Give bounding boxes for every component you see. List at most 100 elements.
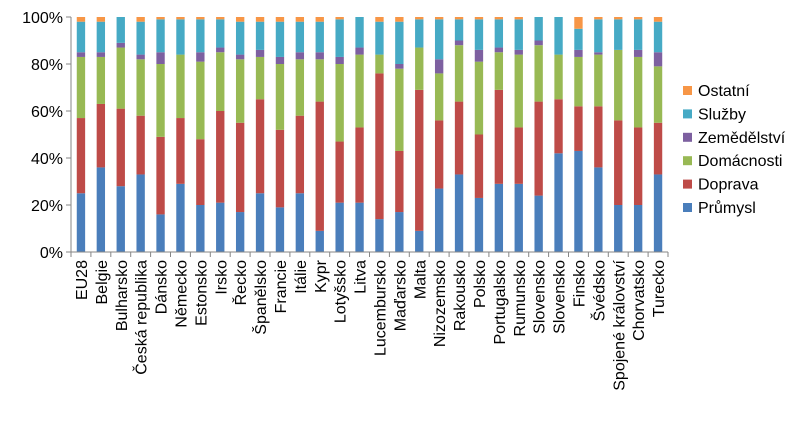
- bar-segment-prumysl: [275, 207, 285, 252]
- bar-segment-prumysl: [454, 174, 464, 252]
- bar-segment-sluzby: [594, 19, 603, 53]
- bar-segment-sluzby: [434, 19, 444, 60]
- bar-segment-prumysl: [255, 193, 265, 252]
- legend-label: Průmysl: [698, 199, 756, 217]
- bar-segment-doprava: [335, 141, 344, 203]
- legend-swatch: [683, 203, 692, 212]
- x-category-label: Itálie: [293, 260, 310, 294]
- legend-swatch: [683, 179, 692, 189]
- x-axis-category-labels: EU28 Belgie Bulharsko Česká republika Dánsko…: [74, 259, 668, 390]
- bar-segment-zemedelstvi: [454, 40, 464, 46]
- bar-segment-domacnosti: [136, 59, 145, 116]
- bar-segment-ostatni: [335, 17, 344, 20]
- x-category-label: Bulharsko: [114, 260, 131, 331]
- bar-segment-prumysl: [474, 197, 484, 252]
- bar-segment-sluzby: [514, 19, 523, 50]
- bar-segment-sluzby: [494, 19, 504, 48]
- bar-segment-prumysl: [176, 183, 185, 252]
- bar-segment-domacnosti: [335, 64, 344, 142]
- bar-segment-sluzby: [76, 21, 86, 53]
- legend: Ostatní Služby Zemědělství Domácnosti Doprav…: [683, 83, 786, 217]
- bar-segment-doprava: [295, 115, 305, 194]
- bar-segment-doprava: [434, 120, 444, 189]
- bar-segment-zemedelstvi: [633, 49, 643, 57]
- bar-segment-sluzby: [156, 19, 165, 53]
- legend-label: Služby: [698, 106, 746, 123]
- bar-segment-sluzby: [574, 28, 583, 50]
- bar-segment-ostatni: [514, 17, 523, 20]
- bar-segment-prumysl: [295, 193, 305, 252]
- bar-segment-doprava: [116, 108, 125, 187]
- bar-segment-domacnosti: [534, 45, 543, 102]
- bar-segment-zemedelstvi: [653, 52, 663, 67]
- legend-label: Doprava: [698, 177, 759, 194]
- bar-segment-zemedelstvi: [295, 52, 305, 60]
- bar-segment-sluzby: [255, 21, 265, 50]
- bar-segment-domacnosti: [514, 54, 523, 128]
- bar-segment-domacnosti: [76, 56, 86, 119]
- bar-segment-ostatni: [275, 17, 285, 22]
- bar-segment-prumysl: [434, 188, 444, 252]
- bar-segment-prumysl: [614, 205, 623, 252]
- bar-segment-prumysl: [554, 153, 563, 252]
- x-category-label: Kypr: [313, 259, 330, 293]
- bar-segment-ostatni: [633, 17, 643, 20]
- legend-swatch: [683, 109, 692, 119]
- bar-segment-prumysl: [514, 183, 523, 252]
- bar-segment-sluzby: [355, 17, 364, 48]
- bar-segment-sluzby: [116, 17, 125, 43]
- bar-segment-sluzby: [614, 19, 623, 50]
- bar-segment-doprava: [494, 89, 504, 184]
- bar-segment-doprava: [614, 120, 623, 205]
- x-category-label: Francie: [273, 260, 290, 313]
- bar-segment-doprava: [176, 118, 185, 184]
- bar-segment-ostatni: [255, 17, 265, 22]
- bar-segment-zemedelstvi: [534, 40, 543, 46]
- x-category-label: Irsko: [213, 260, 230, 295]
- bar-segment-doprava: [355, 127, 364, 203]
- x-category-label: Finsko: [571, 260, 588, 307]
- bar-segment-ostatni: [156, 17, 165, 20]
- bar-segment-ostatni: [415, 17, 424, 20]
- bar-segment-domacnosti: [454, 45, 464, 102]
- bar-segment-prumysl: [415, 230, 424, 252]
- bar-segment-sluzby: [176, 19, 185, 55]
- y-tick-label: 80%: [31, 57, 63, 74]
- axes: [66, 16, 669, 257]
- bar-segment-zemedelstvi: [136, 54, 145, 60]
- bar-segment-prumysl: [633, 205, 643, 252]
- bar-segment-zemedelstvi: [514, 49, 523, 55]
- bar-segment-domacnosti: [415, 47, 424, 90]
- bar-segment-sluzby: [275, 21, 285, 57]
- y-tick-label: 60%: [31, 104, 63, 121]
- bar-segment-sluzby: [653, 21, 663, 53]
- bar-segment-doprava: [235, 122, 245, 213]
- bar-segment-doprava: [395, 150, 404, 213]
- bar-segment-ostatni: [96, 17, 106, 22]
- bar-segment-ostatni: [136, 17, 145, 22]
- bar-segment-zemedelstvi: [216, 47, 225, 53]
- bar-segment-sluzby: [235, 21, 245, 55]
- bar-segment-prumysl: [375, 219, 384, 252]
- bar-segment-zemedelstvi: [355, 47, 364, 55]
- x-category-label: Lotyšsko: [333, 260, 350, 323]
- x-category-label: Nizozemsko: [432, 260, 449, 347]
- bar-segment-domacnosti: [156, 64, 165, 137]
- bar-segment-prumysl: [335, 202, 344, 252]
- bar-segment-domacnosti: [196, 61, 205, 140]
- bar-segment-sluzby: [474, 19, 484, 50]
- bar-segment-prumysl: [196, 205, 205, 252]
- bar-segment-sluzby: [136, 21, 145, 55]
- bar-segment-doprava: [156, 136, 165, 215]
- bar-segment-ostatni: [494, 17, 504, 20]
- bar-segment-domacnosti: [176, 54, 185, 119]
- bar-segment-ostatni: [216, 17, 225, 20]
- x-category-label: Turecko: [651, 260, 668, 317]
- bar-segment-prumysl: [76, 193, 86, 252]
- bar-segment-ostatni: [176, 17, 185, 20]
- bar-segment-zemedelstvi: [474, 49, 484, 62]
- bar-segment-doprava: [594, 106, 603, 168]
- bar-segment-doprava: [315, 101, 324, 231]
- bar-segment-sluzby: [335, 19, 344, 57]
- bar-segment-domacnosti: [275, 64, 285, 130]
